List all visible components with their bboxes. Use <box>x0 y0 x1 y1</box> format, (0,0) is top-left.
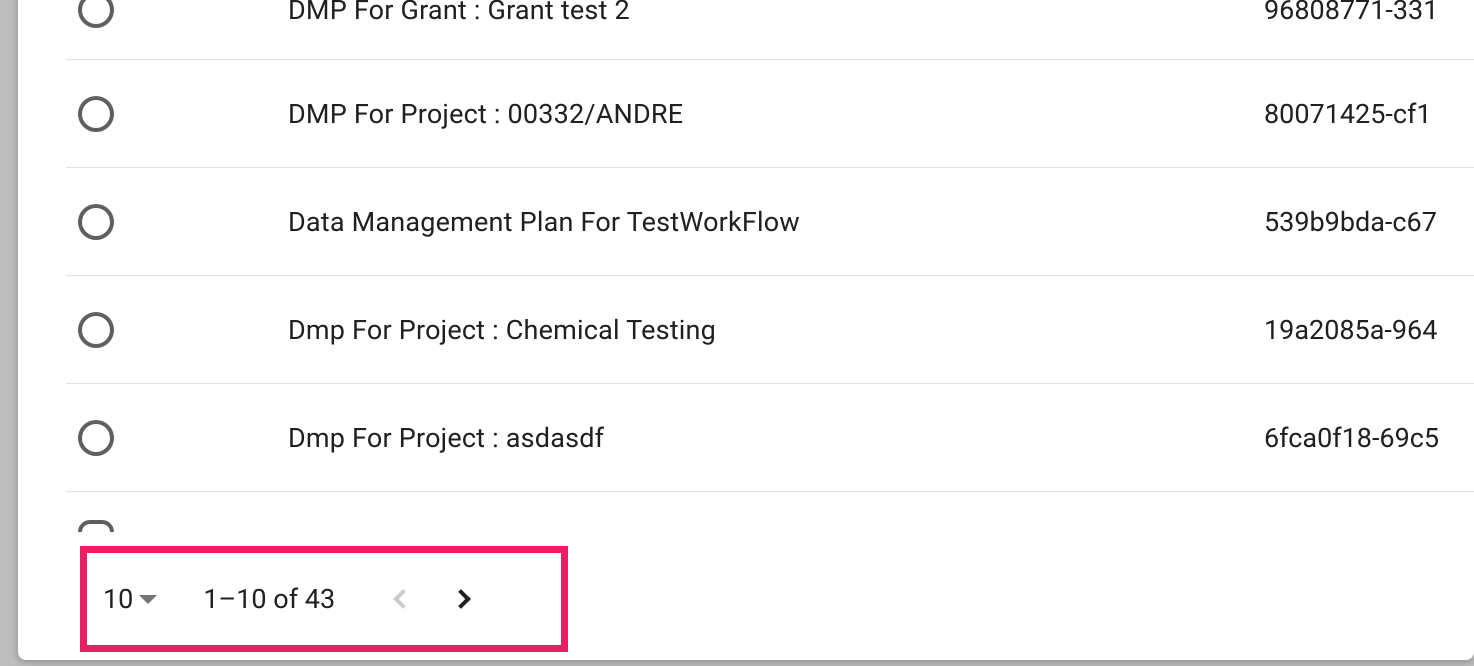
chevron-right-icon <box>451 589 471 609</box>
row-name: Dmp For Project : asdasdf <box>288 422 1264 454</box>
radio-cell <box>78 520 288 532</box>
row-id: 96808771-331 <box>1264 0 1474 26</box>
table-row[interactable]: Dmp For Project : asdasdf 6fca0f18-69c5 <box>66 384 1474 492</box>
table-row[interactable]: DMP For Grant : Grant test 2 96808771-33… <box>66 0 1474 60</box>
radio-button[interactable] <box>78 204 114 240</box>
row-id: 19a2085a-964 <box>1264 314 1474 346</box>
paginator-highlight: 10 1–10 of 43 <box>80 546 568 652</box>
previous-page-button[interactable] <box>381 579 421 619</box>
radio-button[interactable] <box>78 420 114 456</box>
radio-button-partial[interactable] <box>78 520 114 532</box>
page-size-value: 10 <box>103 583 133 615</box>
radio-button[interactable] <box>78 312 114 348</box>
row-id: 539b9bda-c67 <box>1264 206 1474 238</box>
next-page-button[interactable] <box>443 579 483 619</box>
radio-cell <box>78 204 288 240</box>
dialog-panel: DMP For Grant : Grant test 2 96808771-33… <box>18 0 1474 660</box>
row-name: DMP For Grant : Grant test 2 <box>288 0 1264 26</box>
row-name: Dmp For Project : Chemical Testing <box>288 314 1264 346</box>
row-name: Data Management Plan For TestWorkFlow <box>288 206 1264 238</box>
chevron-left-icon <box>393 589 413 609</box>
table-row[interactable]: Dmp For Project : Chemical Testing 19a20… <box>66 276 1474 384</box>
page-range-label: 1–10 of 43 <box>203 583 335 615</box>
row-name: DMP For Project : 00332/ANDRE <box>288 98 1264 130</box>
table-row[interactable]: DMP For Project : 00332/ANDRE 80071425-c… <box>66 60 1474 168</box>
row-id: 6fca0f18-69c5 <box>1264 422 1474 454</box>
radio-button[interactable] <box>78 0 114 28</box>
row-id: 80071425-cf1 <box>1264 98 1474 130</box>
radio-cell <box>78 96 288 132</box>
nav-buttons <box>381 579 483 619</box>
table-row[interactable]: Data Management Plan For TestWorkFlow 53… <box>66 168 1474 276</box>
chevron-down-icon <box>139 595 157 604</box>
radio-cell <box>78 312 288 348</box>
radio-cell <box>78 0 288 28</box>
page-size-select[interactable]: 10 <box>95 583 157 615</box>
radio-button[interactable] <box>78 96 114 132</box>
table-row-partial <box>66 492 1474 552</box>
table-container: DMP For Grant : Grant test 2 96808771-33… <box>18 0 1474 552</box>
radio-cell <box>78 420 288 456</box>
